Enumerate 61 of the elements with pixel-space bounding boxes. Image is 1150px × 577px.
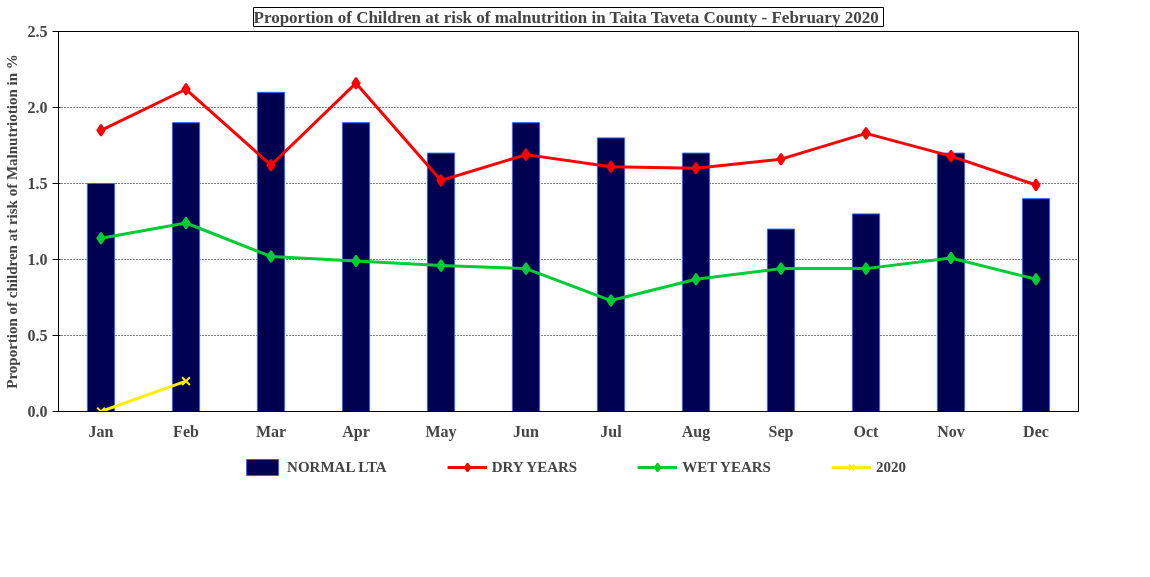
x-tick-label: May xyxy=(425,422,457,441)
x-tick-label: Mar xyxy=(255,422,287,440)
y-tick-label: 1.5 xyxy=(27,175,48,192)
y-tick-label: 1.0 xyxy=(27,251,48,268)
point xyxy=(521,148,531,162)
point xyxy=(776,262,786,276)
y-tick-label: 0.0 xyxy=(27,403,48,420)
y-axis-title: Proportion of children at risk of Malnutriotion in % xyxy=(3,54,20,389)
point xyxy=(436,259,446,273)
bar xyxy=(1021,198,1051,412)
x-tick-label: Jul xyxy=(600,422,623,440)
point xyxy=(181,82,191,96)
point xyxy=(181,376,191,386)
y-tick-label: 0.5 xyxy=(27,327,48,344)
x-tick-label: Apr xyxy=(342,422,370,441)
x-tick-label: Feb xyxy=(173,422,199,440)
bar xyxy=(766,228,796,412)
point xyxy=(946,251,956,265)
point xyxy=(946,149,956,163)
point xyxy=(521,262,531,276)
x-tick-label: Oct xyxy=(853,422,880,440)
bar xyxy=(426,152,456,412)
bar xyxy=(511,122,541,412)
point xyxy=(351,76,361,90)
point xyxy=(606,160,616,174)
point xyxy=(266,249,276,263)
chart-title: Proportion of Children at risk of malnutrition in Taita Taveta County - February 2020 xyxy=(253,7,879,27)
bar xyxy=(256,91,286,412)
bar xyxy=(851,213,881,412)
point xyxy=(96,231,106,245)
legend-label: 2020 xyxy=(875,458,906,476)
point xyxy=(691,161,701,175)
point xyxy=(861,262,871,276)
legend-label: NORMAL LTA xyxy=(287,458,387,476)
point xyxy=(181,216,191,230)
bar xyxy=(681,152,711,412)
bar xyxy=(936,152,966,412)
legend-label: DRY YEARS xyxy=(491,458,578,476)
y-tick-label: 2.0 xyxy=(27,99,48,116)
point xyxy=(606,294,616,308)
point xyxy=(96,123,106,137)
point xyxy=(436,173,446,187)
y-tick-label: 2.5 xyxy=(27,23,48,40)
bar xyxy=(86,183,116,412)
point xyxy=(1031,178,1041,192)
point xyxy=(691,272,701,286)
legend-label: WET YEARS xyxy=(682,458,771,476)
point xyxy=(1031,272,1041,286)
point xyxy=(776,152,786,166)
x-tick-label: Jun xyxy=(513,422,539,440)
bar xyxy=(596,137,626,412)
point xyxy=(861,126,871,140)
bar xyxy=(171,122,201,412)
point xyxy=(351,254,361,268)
x-tick-label: Dec xyxy=(1023,422,1049,440)
point xyxy=(266,158,276,172)
x-tick-label: Aug xyxy=(681,422,711,441)
x-tick-label: Nov xyxy=(937,422,965,440)
x-tick-label: Jan xyxy=(88,422,114,440)
bar xyxy=(341,122,371,412)
x-tick-label: Sep xyxy=(768,422,794,441)
